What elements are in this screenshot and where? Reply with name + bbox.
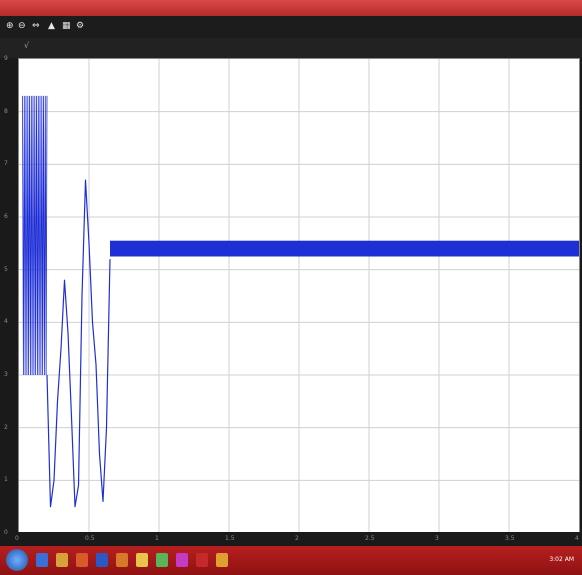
clock: 3:02 AM bbox=[549, 556, 574, 563]
y-tick-label: 1 bbox=[4, 476, 8, 484]
x-tick-label: 2 bbox=[295, 535, 299, 542]
pdf-icon[interactable] bbox=[196, 553, 208, 567]
paint-icon[interactable] bbox=[156, 553, 168, 567]
y-axis-strip bbox=[0, 58, 18, 532]
waveform-chart bbox=[19, 59, 579, 533]
zoom-in-icon[interactable]: ⊕ bbox=[6, 21, 14, 31]
y-tick-label: 5 bbox=[4, 265, 8, 273]
word-icon[interactable] bbox=[96, 553, 108, 567]
pan-icon[interactable]: ⇔ bbox=[32, 21, 40, 31]
firefox-icon[interactable] bbox=[76, 553, 88, 567]
windows-start-icon[interactable] bbox=[6, 549, 28, 571]
y-tick-label: 3 bbox=[4, 371, 8, 378]
autoscale-icon[interactable]: ▲ bbox=[48, 21, 55, 31]
x-tick-label: 3.5 bbox=[505, 535, 515, 542]
y-tick-label: 4 bbox=[4, 318, 8, 326]
axis-tag: √ bbox=[24, 41, 30, 50]
x-axis-strip bbox=[0, 532, 582, 546]
x-tick-label: 1 bbox=[155, 535, 159, 542]
x-tick-label: 3 bbox=[435, 535, 439, 542]
series-transient bbox=[46, 179, 111, 508]
matlab-icon[interactable] bbox=[116, 553, 128, 567]
x-tick-label: 0.5 bbox=[85, 535, 95, 542]
y-tick-label: 9 bbox=[4, 55, 8, 62]
params-icon[interactable]: ⚙ bbox=[76, 21, 85, 31]
x-tick-label: 0 bbox=[15, 535, 19, 542]
save-icon[interactable]: ▦ bbox=[62, 21, 71, 31]
simulink-icon[interactable] bbox=[216, 553, 228, 567]
media-icon[interactable] bbox=[56, 553, 68, 567]
series-oscillation bbox=[22, 95, 48, 376]
y-tick-label: 0 bbox=[4, 529, 8, 536]
explorer-icon[interactable] bbox=[36, 553, 48, 567]
x-tick-label: 4 bbox=[575, 535, 579, 542]
plot-header: √ bbox=[0, 38, 582, 58]
title-bar bbox=[0, 0, 582, 16]
x-tick-label: 1.5 bbox=[225, 535, 235, 542]
plot-area bbox=[18, 58, 580, 534]
folder-icon[interactable] bbox=[136, 553, 148, 567]
app-icon[interactable] bbox=[176, 553, 188, 567]
y-tick-label: 6 bbox=[4, 213, 8, 220]
zoom-out-icon[interactable]: ⊖ bbox=[18, 21, 26, 31]
y-tick-label: 8 bbox=[4, 107, 8, 115]
y-tick-label: 7 bbox=[4, 160, 8, 168]
series-steady-band bbox=[110, 240, 579, 257]
x-tick-label: 2.5 bbox=[365, 535, 375, 542]
y-tick-label: 2 bbox=[4, 423, 8, 431]
toolbar: ⊕ ⊖ ⇔ ▲ ▦ ⚙ bbox=[0, 16, 582, 38]
